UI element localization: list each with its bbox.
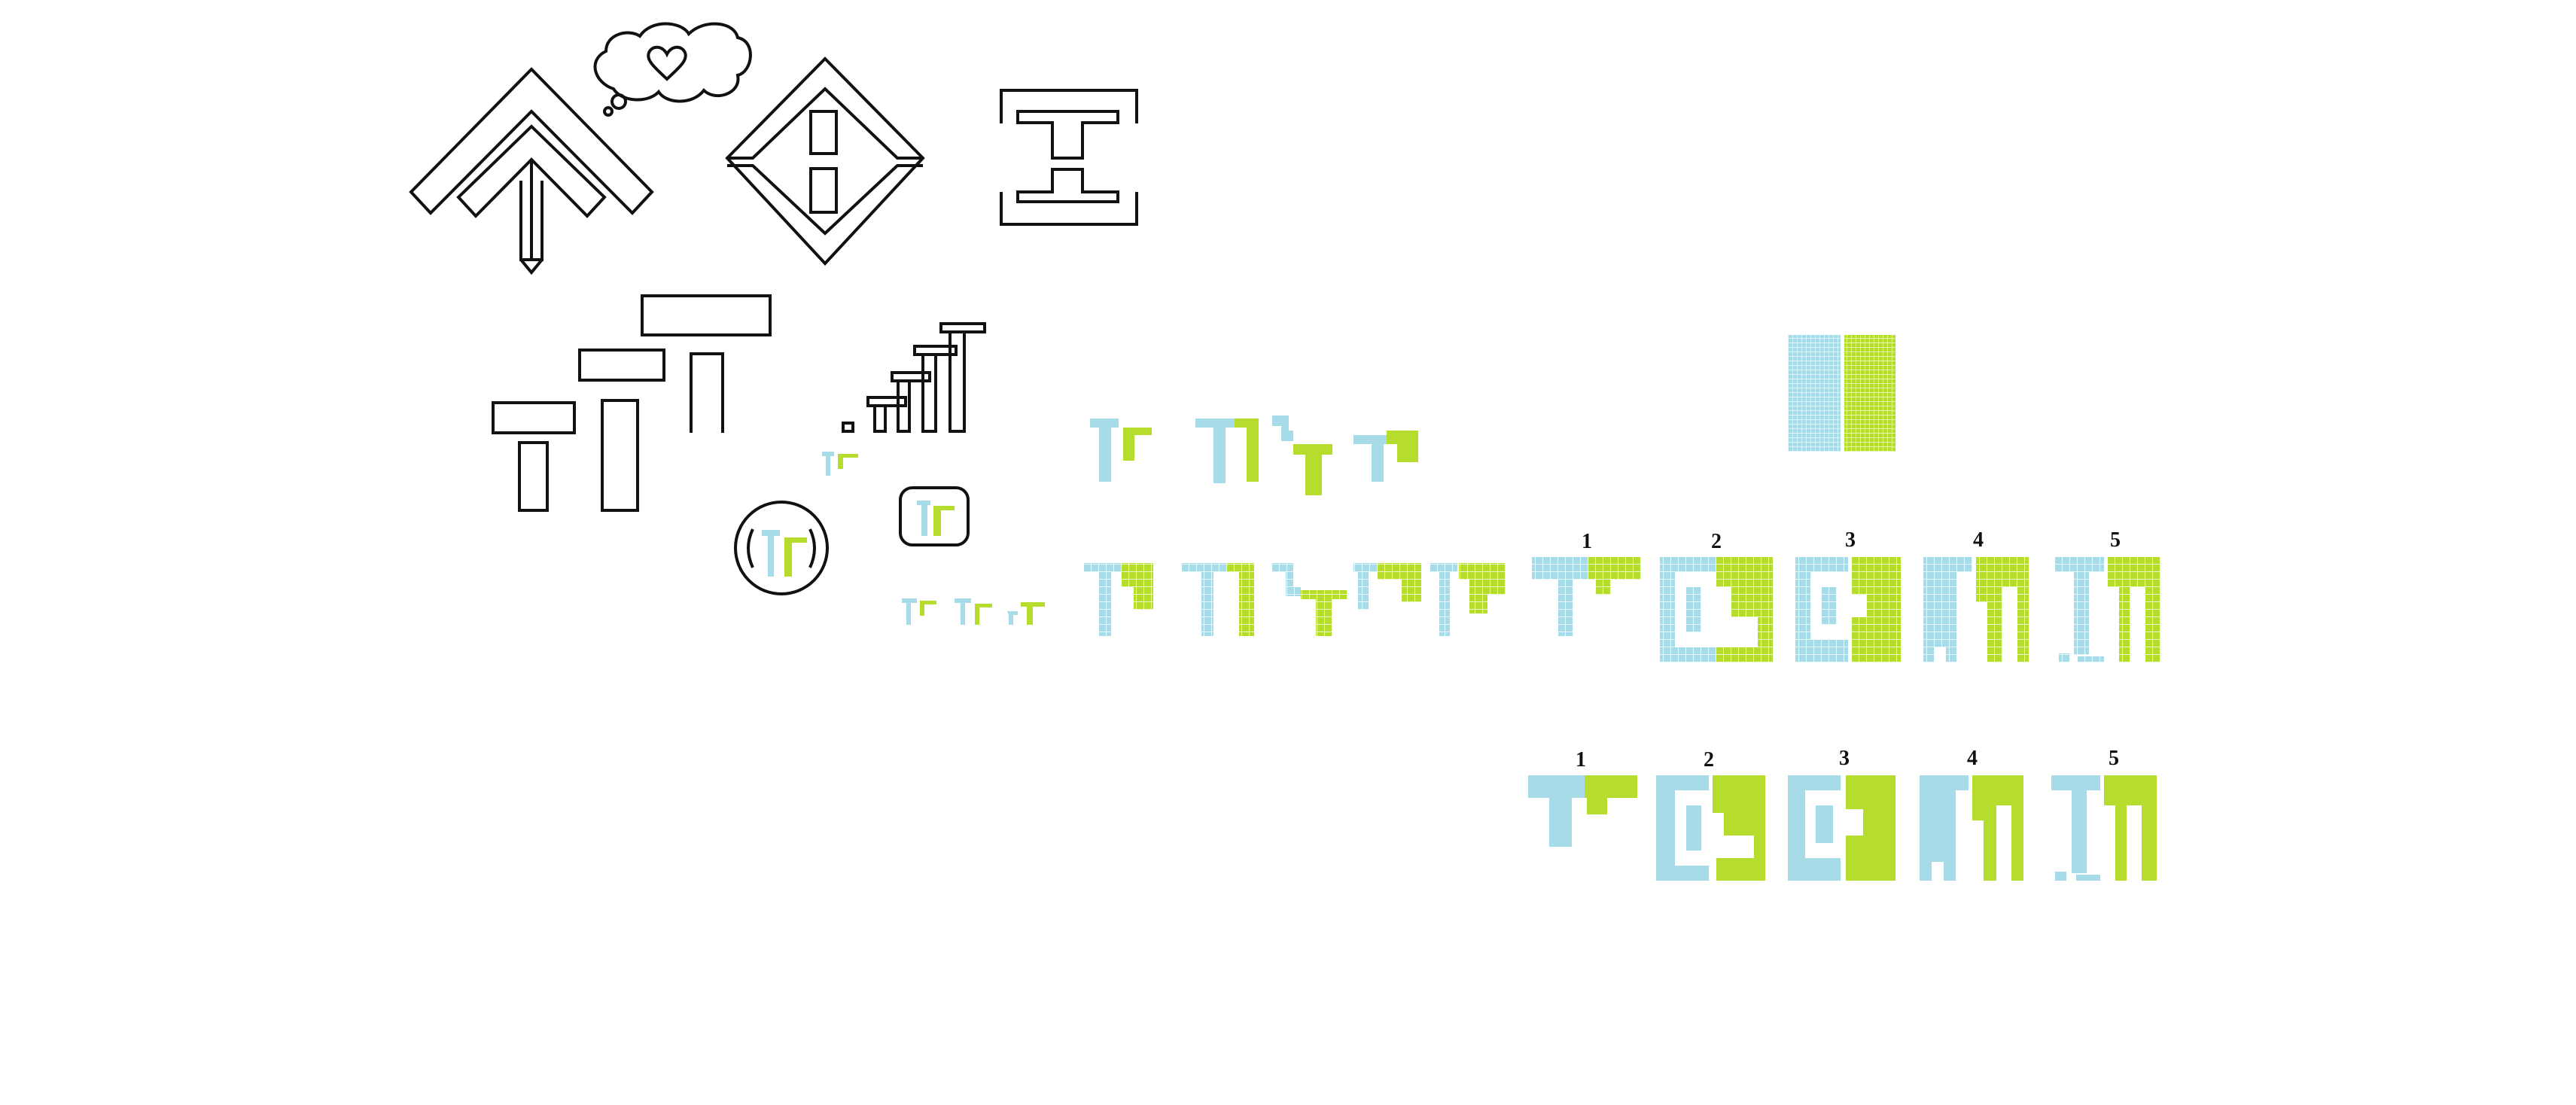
solid-label-4: 4 bbox=[1967, 747, 1978, 770]
solid-piece-2 bbox=[1656, 775, 1765, 881]
grid-piece-5 bbox=[2055, 557, 2160, 662]
bracket-emblem-icon bbox=[1000, 89, 1138, 226]
grid-label-2: 2 bbox=[1711, 530, 1722, 553]
grid-label-1: 1 bbox=[1582, 530, 1592, 553]
solid-label-3: 3 bbox=[1839, 747, 1850, 770]
solid-numbered-row: 1 2 3 4 5 bbox=[1528, 747, 2157, 881]
solid-t-row bbox=[1090, 416, 1418, 495]
solid-piece-4 bbox=[1920, 775, 2023, 881]
staircase-icon bbox=[842, 322, 986, 433]
gridded-square-block bbox=[1788, 335, 1895, 452]
diamond-emblem-icon bbox=[725, 56, 925, 266]
solid-piece-5 bbox=[2051, 775, 2157, 881]
grid-label-4: 4 bbox=[1973, 528, 1984, 552]
grid-piece-4 bbox=[1923, 557, 2029, 662]
solid-piece-3 bbox=[1788, 775, 1895, 881]
roof-arrow-icon bbox=[409, 67, 654, 275]
tiny-logo-icon bbox=[822, 452, 858, 476]
table-pieces-icon bbox=[492, 294, 772, 512]
grid-label-3: 3 bbox=[1845, 528, 1856, 552]
rounded-logo-icon bbox=[899, 486, 970, 546]
solid-label-1: 1 bbox=[1576, 748, 1586, 772]
solid-piece-1 bbox=[1528, 775, 1637, 847]
mini-logo-row bbox=[902, 598, 1045, 625]
gridded-numbered-row: 1 2 3 4 5 bbox=[1532, 528, 2160, 662]
circle-logo-icon bbox=[734, 501, 829, 595]
grid-piece-1 bbox=[1532, 557, 1641, 636]
gridded-t-row bbox=[1084, 563, 1506, 636]
thought-bubble-heart-icon bbox=[593, 22, 752, 117]
grid-piece-3 bbox=[1795, 557, 1901, 662]
grid-label-5: 5 bbox=[2110, 528, 2121, 552]
solid-label-2: 2 bbox=[1704, 748, 1714, 772]
solid-label-5: 5 bbox=[2109, 747, 2119, 770]
grid-piece-2 bbox=[1660, 557, 1773, 662]
